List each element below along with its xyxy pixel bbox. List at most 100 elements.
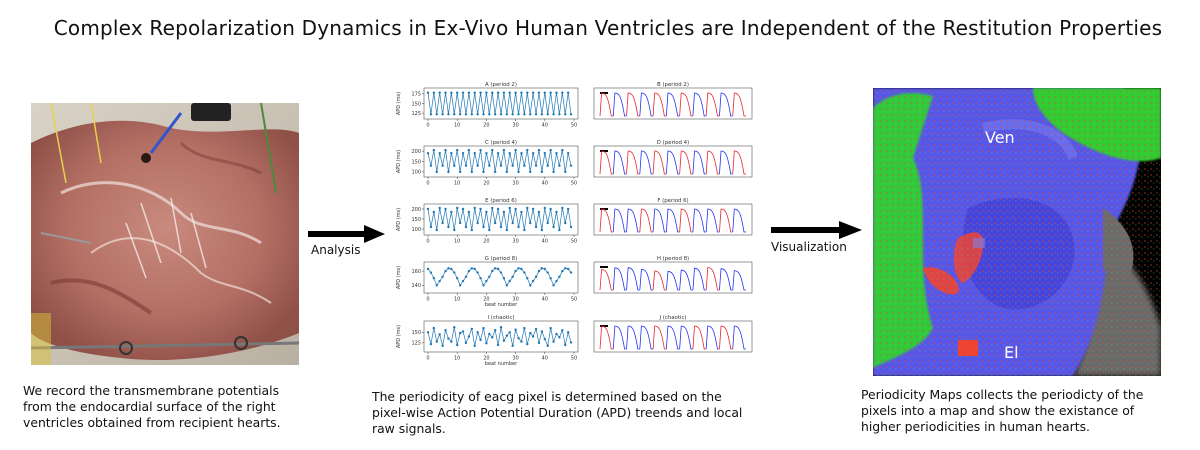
apd-point — [485, 151, 488, 155]
apd-point — [491, 336, 494, 339]
caption-line: raw signals. — [372, 421, 446, 436]
apd-point — [488, 228, 491, 232]
signal-beat — [719, 325, 733, 350]
apd-point — [558, 336, 561, 339]
ytick-label: 150 — [411, 330, 421, 336]
apd-point — [505, 113, 509, 116]
signal-beat — [599, 150, 614, 175]
apd-point — [520, 210, 523, 214]
apd-point — [456, 148, 459, 152]
apd-point — [444, 91, 447, 94]
apd-point — [514, 269, 517, 273]
apd-point — [546, 344, 549, 347]
apd-point — [505, 284, 509, 287]
signal-beat — [639, 325, 654, 350]
apd-point — [502, 339, 506, 342]
apd-point — [543, 206, 546, 210]
apd-point — [499, 225, 503, 229]
apd-point — [540, 330, 544, 333]
apd-point — [543, 267, 546, 271]
ven-label: Ven — [985, 128, 1015, 147]
ylabel: APD (ms) — [396, 150, 402, 173]
apd-point — [564, 267, 567, 270]
signal-beat — [626, 150, 640, 175]
apd-point — [456, 277, 459, 280]
apd-point — [456, 206, 459, 210]
apd-point — [458, 331, 462, 335]
ytick-label: 150 — [411, 217, 421, 223]
apd-point — [441, 275, 444, 278]
apd-point — [566, 331, 570, 334]
apd-point — [450, 151, 453, 155]
scale-bar — [600, 92, 608, 94]
apd-point — [450, 340, 453, 343]
apd-point — [493, 328, 497, 332]
apd-series-line — [427, 92, 572, 115]
apd-point — [476, 113, 479, 116]
analysis-arrow — [308, 225, 385, 243]
panel-frame — [593, 203, 753, 236]
xtick-label: 40 — [542, 181, 548, 187]
apd-point — [473, 267, 476, 271]
xtick-label: 50 — [571, 181, 577, 187]
apd-point — [444, 269, 447, 273]
apd-point — [485, 210, 488, 214]
apd-point — [441, 221, 444, 225]
signal-beat — [705, 208, 720, 233]
analysis-label: Analysis — [311, 243, 361, 257]
xlabel: beat number — [485, 302, 518, 308]
signal-beat — [732, 325, 746, 350]
panel-title: C (period 4) — [485, 140, 517, 146]
periodicity-map: Ven El — [873, 88, 1161, 376]
xtick-label: 30 — [512, 239, 518, 245]
signal-beat — [705, 150, 720, 175]
apd-point — [470, 170, 473, 174]
apd-point — [429, 113, 433, 116]
apd-point — [552, 340, 555, 343]
signal-beat — [652, 325, 667, 350]
apd-point — [470, 228, 473, 232]
signal-beat — [692, 267, 707, 291]
apd-point — [540, 267, 544, 270]
caption-line: Periodicity Maps collects the periodicty… — [861, 387, 1144, 402]
apd-point — [473, 206, 476, 210]
ylabel: APD (ms) — [396, 325, 402, 348]
signal-beat — [639, 150, 654, 175]
apd-point — [458, 221, 462, 225]
scale-bar — [600, 208, 608, 210]
xtick-label: 40 — [542, 123, 548, 129]
apd-point — [517, 336, 520, 340]
apd-point — [543, 91, 546, 94]
panel-frame — [593, 320, 753, 353]
signal-beat — [599, 325, 614, 350]
caption-line: higher periodicities in human hearts. — [861, 419, 1090, 434]
apd-point — [470, 327, 473, 331]
apd-point — [520, 91, 523, 94]
apd-point — [453, 113, 456, 116]
signal-beat — [599, 269, 614, 291]
apd-point — [456, 91, 459, 94]
xtick-label: 10 — [454, 181, 460, 187]
apd-point — [461, 330, 465, 333]
panel-frame — [593, 87, 753, 120]
apd-point — [432, 148, 436, 152]
apd-point — [453, 326, 456, 329]
signal-beat — [679, 325, 693, 350]
apd-point — [537, 341, 541, 345]
signal-beat — [665, 92, 680, 117]
apd-point — [426, 267, 430, 271]
signal-beat — [719, 268, 733, 291]
apd-point — [485, 342, 488, 345]
signal-beat — [652, 92, 667, 117]
panel-title: J (chaotic) — [658, 315, 686, 321]
apd-point — [479, 91, 482, 94]
apd-point — [529, 331, 532, 335]
signal-beat — [719, 208, 733, 233]
xtick-label: 20 — [483, 356, 489, 362]
apd-point — [534, 327, 538, 331]
ylabel: APD (ms) — [396, 92, 402, 115]
apd-point — [552, 284, 555, 287]
apd-point — [491, 148, 494, 152]
apd-point — [569, 341, 573, 344]
apd-point — [441, 113, 444, 116]
